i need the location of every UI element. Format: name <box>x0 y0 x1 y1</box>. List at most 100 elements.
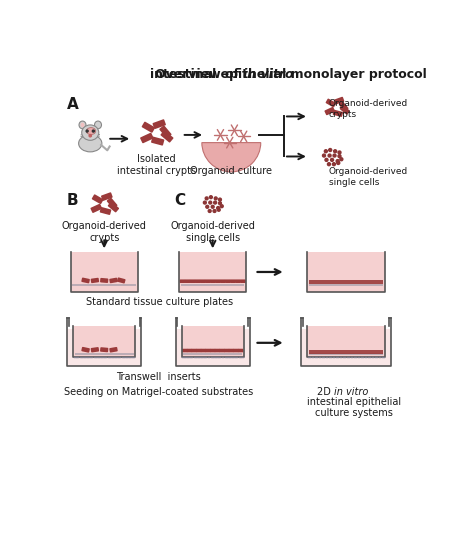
FancyBboxPatch shape <box>100 347 109 352</box>
FancyBboxPatch shape <box>191 349 197 352</box>
FancyBboxPatch shape <box>324 107 335 115</box>
Circle shape <box>203 201 206 204</box>
Circle shape <box>330 159 334 161</box>
Circle shape <box>92 130 94 132</box>
Text: Transwell  inserts: Transwell inserts <box>116 372 201 382</box>
FancyBboxPatch shape <box>108 202 119 213</box>
FancyBboxPatch shape <box>215 279 221 283</box>
Bar <box>309 284 383 286</box>
FancyBboxPatch shape <box>161 130 173 143</box>
Text: C: C <box>174 193 185 208</box>
Circle shape <box>206 206 209 208</box>
Bar <box>73 284 136 286</box>
FancyBboxPatch shape <box>100 207 111 215</box>
FancyBboxPatch shape <box>230 279 236 283</box>
Bar <box>75 353 134 355</box>
Circle shape <box>340 158 343 161</box>
FancyBboxPatch shape <box>340 105 350 115</box>
Text: Organoid-derived
crypts: Organoid-derived crypts <box>329 99 408 119</box>
FancyBboxPatch shape <box>219 349 225 352</box>
Ellipse shape <box>79 135 102 152</box>
FancyBboxPatch shape <box>225 279 231 283</box>
Circle shape <box>209 201 212 204</box>
Ellipse shape <box>94 121 101 129</box>
FancyBboxPatch shape <box>228 349 234 352</box>
FancyBboxPatch shape <box>210 349 216 352</box>
FancyBboxPatch shape <box>140 133 154 143</box>
Bar <box>179 252 246 292</box>
Circle shape <box>325 159 328 161</box>
FancyBboxPatch shape <box>92 194 103 204</box>
Bar <box>181 284 245 286</box>
FancyBboxPatch shape <box>333 110 343 117</box>
Circle shape <box>208 209 211 213</box>
FancyBboxPatch shape <box>91 204 102 213</box>
FancyBboxPatch shape <box>334 97 344 105</box>
Ellipse shape <box>81 123 84 127</box>
FancyBboxPatch shape <box>82 278 90 284</box>
FancyBboxPatch shape <box>107 198 118 209</box>
FancyBboxPatch shape <box>153 119 166 129</box>
FancyBboxPatch shape <box>82 347 90 352</box>
Bar <box>309 350 383 354</box>
Wedge shape <box>202 143 261 172</box>
Circle shape <box>333 154 336 157</box>
Text: A: A <box>67 97 79 112</box>
Text: Isolated
intestinal crypts: Isolated intestinal crypts <box>117 154 196 176</box>
Circle shape <box>322 154 326 157</box>
Ellipse shape <box>86 128 96 135</box>
Circle shape <box>219 202 221 205</box>
Text: Organoid culture: Organoid culture <box>190 166 272 176</box>
FancyBboxPatch shape <box>201 349 206 352</box>
Circle shape <box>210 196 212 199</box>
FancyBboxPatch shape <box>240 279 246 283</box>
FancyBboxPatch shape <box>210 279 216 283</box>
Circle shape <box>328 148 332 152</box>
Circle shape <box>338 151 341 154</box>
Text: Organoid-derived
crypts: Organoid-derived crypts <box>62 221 146 243</box>
FancyBboxPatch shape <box>224 349 229 352</box>
FancyBboxPatch shape <box>117 277 126 284</box>
Circle shape <box>214 201 217 204</box>
FancyBboxPatch shape <box>180 279 185 283</box>
FancyBboxPatch shape <box>339 101 348 112</box>
Text: Organoid-derived
single cells: Organoid-derived single cells <box>170 221 255 243</box>
Circle shape <box>220 205 223 208</box>
Text: Overview of: Overview of <box>155 68 243 81</box>
FancyBboxPatch shape <box>237 349 244 352</box>
FancyBboxPatch shape <box>187 349 192 352</box>
Circle shape <box>217 208 220 211</box>
Bar <box>182 326 244 357</box>
FancyBboxPatch shape <box>184 279 191 283</box>
Bar <box>67 329 141 366</box>
Circle shape <box>219 198 221 201</box>
FancyBboxPatch shape <box>200 279 206 283</box>
FancyBboxPatch shape <box>109 278 118 283</box>
Bar <box>307 326 385 357</box>
Text: intestinal epithelial
culture systems: intestinal epithelial culture systems <box>307 397 401 418</box>
FancyBboxPatch shape <box>235 279 241 283</box>
FancyBboxPatch shape <box>214 349 220 352</box>
Text: in vitro: in vitro <box>243 68 293 81</box>
Text: Standard tissue culture plates: Standard tissue culture plates <box>86 296 234 307</box>
Ellipse shape <box>82 125 99 140</box>
Circle shape <box>217 207 219 209</box>
FancyBboxPatch shape <box>182 349 188 352</box>
Text: 2D: 2D <box>317 388 334 397</box>
FancyBboxPatch shape <box>159 125 172 138</box>
Circle shape <box>213 209 216 213</box>
Circle shape <box>334 150 337 153</box>
Text: Seeding on Matrigel-coated substrates: Seeding on Matrigel-coated substrates <box>64 388 253 397</box>
Circle shape <box>214 197 217 200</box>
Bar <box>183 353 242 355</box>
Text: Organoid-derived
single cells: Organoid-derived single cells <box>329 167 408 187</box>
FancyBboxPatch shape <box>195 279 201 283</box>
FancyBboxPatch shape <box>190 279 195 283</box>
Circle shape <box>337 161 340 164</box>
FancyBboxPatch shape <box>109 347 118 352</box>
Circle shape <box>328 154 331 157</box>
Circle shape <box>338 155 341 158</box>
Circle shape <box>86 130 88 132</box>
FancyBboxPatch shape <box>142 122 155 133</box>
Bar <box>175 329 250 366</box>
